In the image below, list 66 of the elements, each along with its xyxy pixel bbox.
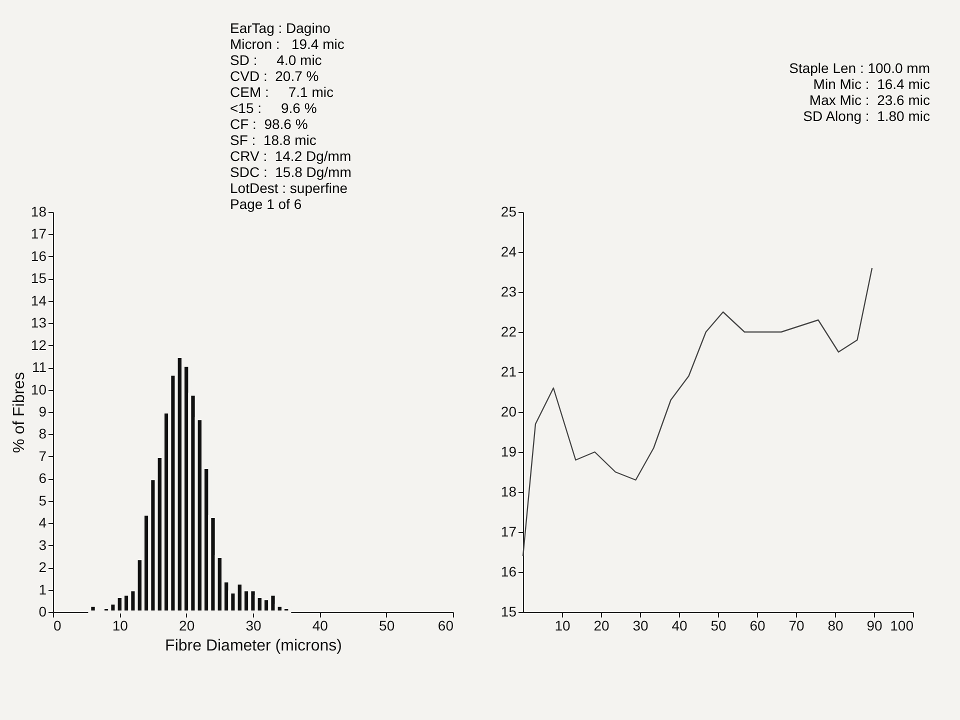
y-tick-label: 18	[30, 204, 47, 220]
text: SD : 4.0 mic	[230, 52, 323, 68]
x-tick-label: 60	[750, 618, 766, 634]
y-tick-label: 22	[500, 324, 517, 340]
y-tick-label: 4	[38, 514, 47, 531]
y-tick-label: 15	[500, 604, 517, 620]
x-tick-label: 90	[866, 618, 882, 634]
x-tick-label: 50	[379, 618, 395, 634]
y-tick-label: 9	[38, 404, 47, 420]
y-tick-label: 2	[38, 559, 47, 576]
x-tick-label: 40	[312, 618, 328, 634]
x-tick-label: 70	[788, 618, 804, 634]
y-tick-label: 20	[500, 404, 517, 420]
y-axis-title: % of Fibres	[10, 372, 28, 453]
text: EarTag : Dagino	[230, 20, 332, 36]
y-tick-label: 19	[500, 444, 517, 460]
x-tick-label: 10	[554, 618, 570, 634]
text: CRV : 14.2 Dg/mm	[230, 148, 352, 164]
y-tick-label: 13	[30, 314, 47, 331]
text: Min Mic : 16.4 mic	[812, 76, 930, 92]
line-series	[522, 267, 873, 557]
y-tick-label: 16	[30, 248, 47, 264]
text: Micron : 19.4 mic	[230, 36, 346, 52]
y-tick-label: 18	[500, 484, 517, 500]
y-tick-label: 14	[30, 292, 47, 308]
text: Staple Len : 100.0 mm	[788, 60, 930, 76]
x-tick-label: 30	[632, 618, 648, 634]
x-tick-label: 20	[179, 618, 195, 634]
y-tick-label: 25	[500, 204, 517, 220]
y-tick-label: 3	[38, 536, 47, 553]
x-axis-title: Fibre Diameter (microns)	[165, 638, 342, 654]
text: SF : 18.8 mic	[230, 132, 318, 148]
text: Page 1 of 6	[230, 196, 303, 212]
text: SD Along : 1.80 mic	[802, 108, 930, 124]
y-tick-label: 24	[500, 244, 517, 260]
x-tick-label: 80	[828, 618, 844, 634]
text: Max Mic : 23.6 mic	[808, 92, 930, 108]
x-tick-label: 10	[112, 618, 128, 634]
y-tick-label: 21	[500, 364, 517, 380]
x-tick-label: 50	[710, 618, 726, 634]
y-tick-label: 0	[38, 604, 47, 620]
x-tick-label: 40	[672, 618, 688, 634]
x-tick-label: 60	[438, 618, 454, 634]
y-tick-label: 23	[500, 284, 517, 300]
y-tick-label: 8	[38, 426, 47, 442]
y-tick-label: 6	[38, 470, 47, 486]
y-tick-label: 5	[38, 492, 47, 508]
text: SDC : 15.8 Dg/mm	[230, 164, 352, 180]
text: CF : 98.6 %	[230, 116, 309, 132]
y-tick-label: 12	[30, 336, 47, 353]
y-tick-label: 1	[38, 581, 47, 598]
x-tick-label: 20	[594, 618, 610, 634]
y-tick-label: 10	[30, 381, 47, 398]
x-tick-label: 100	[890, 618, 914, 634]
text: LotDest : superfine	[230, 180, 349, 196]
y-tick-label: 15	[30, 270, 47, 286]
text: CVD : 20.7 %	[230, 68, 320, 84]
y-tick-label: 17	[30, 226, 47, 242]
y-tick-label: 7	[38, 448, 47, 464]
text: CEM : 7.1 mic	[230, 84, 334, 100]
y-tick-label: 17	[500, 524, 517, 540]
x-tick-label: 30	[246, 618, 262, 634]
text: <15 : 9.6 %	[230, 100, 318, 116]
x-tick-label: 0	[54, 618, 62, 634]
y-tick-label: 16	[500, 564, 517, 580]
y-tick-label: 11	[32, 359, 47, 376]
